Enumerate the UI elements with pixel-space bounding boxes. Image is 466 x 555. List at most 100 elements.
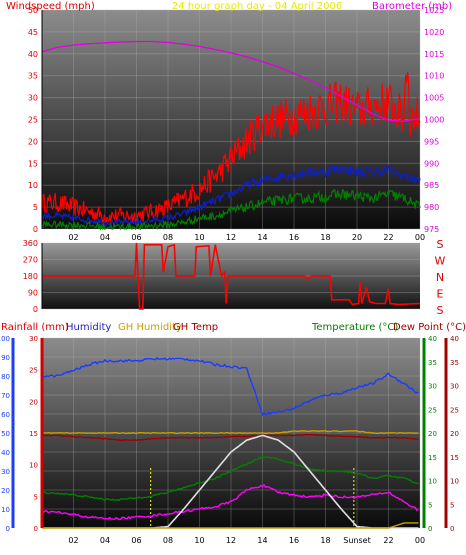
- bottom-time-tick-label: 12: [226, 536, 236, 545]
- rainfall-tick-label: 5: [34, 493, 38, 501]
- bottom-axes: 0102030405060708090100051015202530051015…: [0, 335, 459, 533]
- windspeed-tick-label: 40: [28, 50, 38, 59]
- rainfall-axis-title: Rainfall (mm): [1, 322, 69, 333]
- humidity-line: [42, 356, 419, 417]
- barometer-tick-label: 980: [424, 203, 439, 212]
- top-time-tick-label: 12: [226, 233, 236, 242]
- compass-letter: W: [435, 255, 446, 268]
- temperature-line: [41, 455, 419, 501]
- direction-tick-label: 360: [23, 239, 38, 248]
- direction-tick-label: 0: [33, 305, 38, 314]
- windspeed-tick-label: 20: [28, 137, 38, 146]
- gh-humidity-title: GH Humidity: [118, 322, 182, 333]
- rainfall-tick-label: 0: [34, 525, 38, 533]
- rainfall-line: [42, 522, 419, 529]
- gh-humidity-line: [41, 429, 419, 435]
- dewpoint-axis-title: Dew Point (°C): [393, 322, 466, 333]
- barometer-tick-label: 990: [424, 159, 439, 168]
- temperature-tick-label: 35: [428, 359, 437, 367]
- gust-wind-line: [41, 71, 421, 225]
- rainfall-tick-label: 25: [29, 367, 38, 375]
- top-time-tick-label: 22: [383, 233, 393, 242]
- top-time-tick-label: 04: [100, 233, 110, 242]
- bottom-time-tick-label: 06: [131, 536, 141, 545]
- rainfall-tick-label: 30: [29, 335, 38, 343]
- dewpoint-line: [41, 483, 419, 521]
- dewpoint-tick-label: 15: [450, 454, 459, 462]
- bottom-time-tick-label: Sunset: [343, 536, 370, 545]
- barometer-tick-label: 1020: [424, 28, 444, 37]
- compass-letter: N: [436, 271, 444, 284]
- bottom-time-axis: 02 04 06 08 10 12 14 16 18 Sunset 22 00: [68, 536, 425, 545]
- windspeed-tick-label: 15: [28, 159, 38, 168]
- humidity-tick-label: 80: [1, 373, 10, 381]
- bottom-series: [41, 356, 419, 529]
- rainfall-tick-label: 20: [29, 398, 38, 406]
- humidity-tick-label: 20: [1, 487, 10, 495]
- barometer-line: [41, 40, 419, 122]
- compass-letter: S: [437, 304, 444, 317]
- temperature-tick-label: 5: [428, 501, 432, 509]
- barometer-axis-ticks: 975 980 985 990 995 1000 1005 1010 1015 1020 1025: [424, 6, 444, 234]
- direction-tick-label: 90: [28, 289, 38, 298]
- gh-temp-title: GH Temp: [173, 322, 218, 333]
- top-time-tick-label: 16: [289, 233, 299, 242]
- windspeed-tick-label: 10: [28, 181, 38, 190]
- temperature-tick-label: 0: [428, 525, 432, 533]
- windspeed-axis-title: Windspeed (mph): [6, 1, 95, 12]
- barometer-tick-label: 1025: [424, 6, 444, 15]
- dewpoint-tick-label: 0: [450, 525, 454, 533]
- windspeed-tick-label: 25: [28, 116, 38, 125]
- direction-tick-label: 180: [23, 272, 38, 281]
- bottom-time-tick-label: 10: [194, 536, 204, 545]
- top-time-tick-label: 00: [415, 233, 425, 242]
- top-time-tick-label: 06: [131, 233, 141, 242]
- dewpoint-tick-label: 40: [450, 335, 459, 343]
- humidity-tick-label: 30: [1, 468, 10, 476]
- temperature-tick-label: 10: [428, 478, 437, 486]
- bottom-time-tick-label: 08: [163, 536, 173, 545]
- barometer-tick-label: 1015: [424, 50, 444, 59]
- rainfall-tick-label: 10: [29, 462, 38, 470]
- direction-tick-label: 270: [23, 256, 38, 265]
- bottom-time-tick-label: 00: [415, 536, 425, 545]
- barometer-tick-label: 995: [424, 137, 439, 146]
- top-time-tick-label: 02: [68, 233, 78, 242]
- barometer-tick-label: 1010: [424, 72, 444, 81]
- bottom-time-tick-label: 22: [383, 536, 393, 545]
- top-time-tick-label: 18: [320, 233, 330, 242]
- bottom-time-tick-label: 02: [68, 536, 78, 545]
- top-time-tick-label: 10: [194, 233, 204, 242]
- temperature-axis-title: Temperature (°C): [311, 322, 398, 333]
- dewpoint-tick-label: 30: [450, 383, 459, 391]
- barometer-tick-label: 1005: [424, 94, 444, 103]
- humidity-tick-label: 50: [1, 430, 10, 438]
- temperature-tick-label: 20: [428, 430, 437, 438]
- dewpoint-tick-label: 25: [450, 406, 459, 414]
- humidity-tick-label: 70: [1, 392, 10, 400]
- top-time-tick-label: 20: [352, 233, 362, 242]
- dewpoint-tick-label: 35: [450, 359, 459, 367]
- graph-title: 24 hour graph day - 04 April 2006: [172, 1, 342, 12]
- top-series: [41, 40, 421, 231]
- humidity-tick-label: 0: [6, 525, 10, 533]
- temperature-tick-label: 30: [428, 383, 437, 391]
- windspeed-tick-label: 30: [28, 94, 38, 103]
- dewpoint-tick-label: 20: [450, 430, 459, 438]
- barometer-tick-label: 985: [424, 181, 439, 190]
- speed-wind-line: [41, 189, 421, 231]
- humidity-tick-label: 10: [1, 506, 10, 514]
- average-wind-line: [41, 163, 421, 227]
- temperature-tick-label: 25: [428, 406, 437, 414]
- humidity-tick-label: 60: [1, 411, 10, 419]
- gh-temp-line: [41, 433, 419, 442]
- rainfall-tick-label: 15: [29, 430, 38, 438]
- top-gridlines: [42, 9, 421, 230]
- direction-series: [42, 242, 421, 310]
- barometer-tick-label: 975: [424, 225, 439, 234]
- humidity-tick-label: 100: [0, 335, 10, 343]
- top-time-tick-label: 08: [163, 233, 173, 242]
